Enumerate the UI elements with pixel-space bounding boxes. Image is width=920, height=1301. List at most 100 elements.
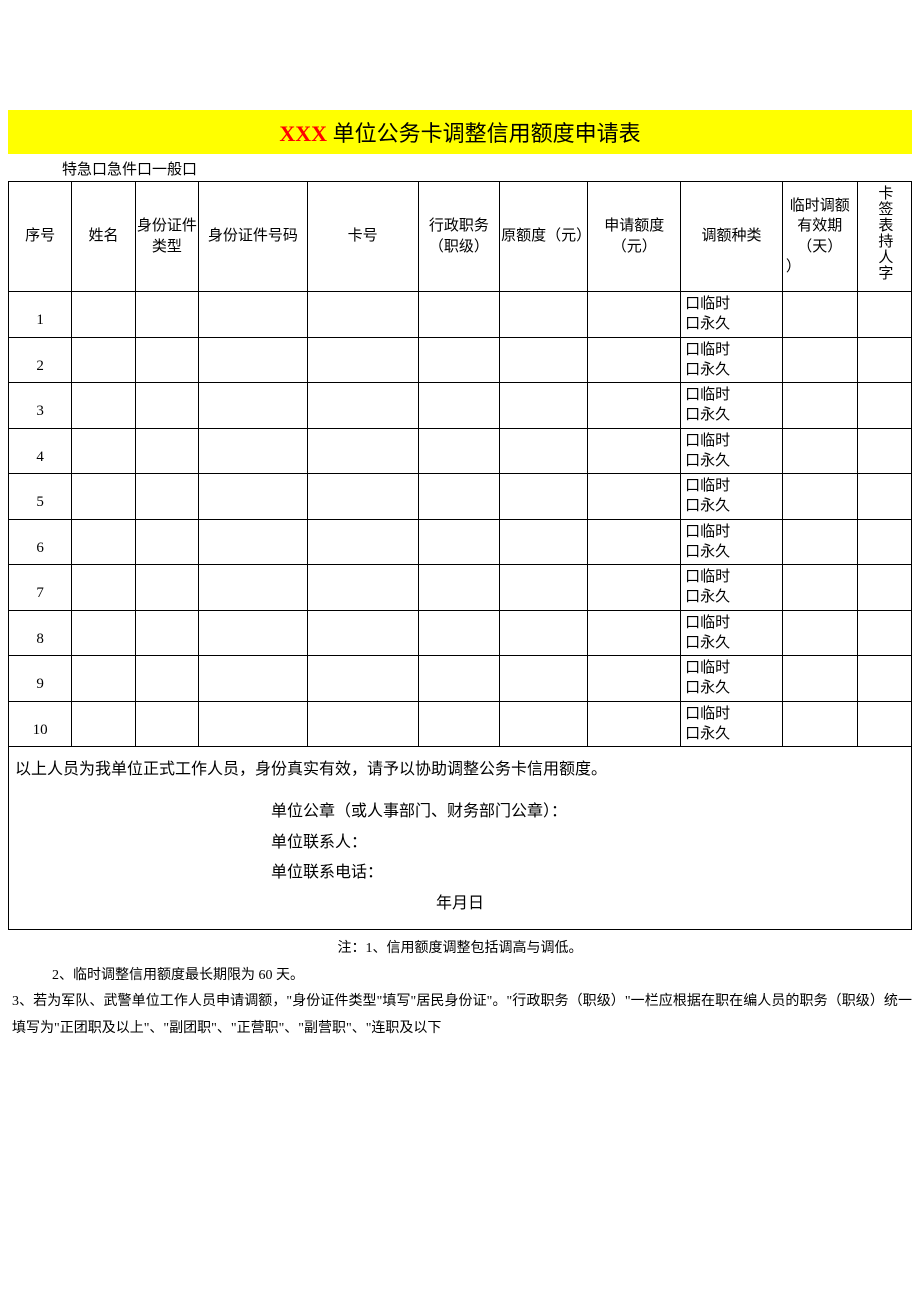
cell-empty[interactable] bbox=[418, 337, 499, 383]
cell-empty[interactable] bbox=[72, 701, 135, 747]
cell-empty[interactable] bbox=[418, 519, 499, 565]
cell-empty[interactable] bbox=[588, 656, 681, 702]
cell-signature[interactable] bbox=[857, 383, 911, 429]
cell-empty[interactable] bbox=[199, 701, 308, 747]
cell-empty[interactable] bbox=[418, 565, 499, 611]
cell-signature[interactable] bbox=[857, 337, 911, 383]
cell-empty[interactable] bbox=[135, 565, 198, 611]
cell-empty[interactable] bbox=[199, 656, 308, 702]
cell-empty[interactable] bbox=[588, 565, 681, 611]
cell-temp-days[interactable] bbox=[782, 337, 857, 383]
cell-empty[interactable] bbox=[500, 474, 588, 520]
cell-empty[interactable] bbox=[418, 701, 499, 747]
cell-empty[interactable] bbox=[588, 292, 681, 338]
cell-empty[interactable] bbox=[588, 701, 681, 747]
cell-empty[interactable] bbox=[307, 428, 418, 474]
cell-empty[interactable] bbox=[135, 292, 198, 338]
cell-adjust-type[interactable]: 口临时口永久 bbox=[681, 383, 783, 429]
cell-temp-days[interactable] bbox=[782, 428, 857, 474]
cell-empty[interactable] bbox=[588, 474, 681, 520]
cell-empty[interactable] bbox=[199, 519, 308, 565]
cell-empty[interactable] bbox=[500, 292, 588, 338]
cell-temp-days[interactable] bbox=[782, 383, 857, 429]
cell-empty[interactable] bbox=[500, 610, 588, 656]
cell-empty[interactable] bbox=[588, 383, 681, 429]
cell-empty[interactable] bbox=[500, 428, 588, 474]
cell-empty[interactable] bbox=[500, 656, 588, 702]
cell-signature[interactable] bbox=[857, 701, 911, 747]
cell-empty[interactable] bbox=[307, 292, 418, 338]
cell-empty[interactable] bbox=[307, 565, 418, 611]
cell-empty[interactable] bbox=[199, 474, 308, 520]
cell-temp-days[interactable] bbox=[782, 656, 857, 702]
cell-adjust-type[interactable]: 口临时口永久 bbox=[681, 337, 783, 383]
cell-adjust-type[interactable]: 口临时口永久 bbox=[681, 610, 783, 656]
cell-empty[interactable] bbox=[307, 656, 418, 702]
cell-empty[interactable] bbox=[307, 519, 418, 565]
cell-adjust-type[interactable]: 口临时口永久 bbox=[681, 428, 783, 474]
cell-empty[interactable] bbox=[135, 610, 198, 656]
cell-empty[interactable] bbox=[135, 383, 198, 429]
cell-temp-days[interactable] bbox=[782, 519, 857, 565]
cell-empty[interactable] bbox=[72, 474, 135, 520]
cell-adjust-type[interactable]: 口临时口永久 bbox=[681, 656, 783, 702]
cell-signature[interactable] bbox=[857, 656, 911, 702]
cell-empty[interactable] bbox=[72, 565, 135, 611]
cell-empty[interactable] bbox=[199, 565, 308, 611]
cell-empty[interactable] bbox=[135, 428, 198, 474]
cell-adjust-type[interactable]: 口临时口永久 bbox=[681, 474, 783, 520]
cell-signature[interactable] bbox=[857, 474, 911, 520]
cell-temp-days[interactable] bbox=[782, 292, 857, 338]
cell-empty[interactable] bbox=[72, 292, 135, 338]
cell-empty[interactable] bbox=[307, 337, 418, 383]
cell-empty[interactable] bbox=[418, 292, 499, 338]
cell-adjust-type[interactable]: 口临时口永久 bbox=[681, 519, 783, 565]
cell-adjust-type[interactable]: 口临时口永久 bbox=[681, 565, 783, 611]
cell-empty[interactable] bbox=[135, 474, 198, 520]
cell-empty[interactable] bbox=[588, 519, 681, 565]
cell-empty[interactable] bbox=[72, 610, 135, 656]
cell-empty[interactable] bbox=[418, 383, 499, 429]
cell-empty[interactable] bbox=[199, 292, 308, 338]
cell-signature[interactable] bbox=[857, 610, 911, 656]
cell-empty[interactable] bbox=[199, 337, 308, 383]
cell-empty[interactable] bbox=[307, 383, 418, 429]
cell-signature[interactable] bbox=[857, 292, 911, 338]
cell-empty[interactable] bbox=[72, 656, 135, 702]
cell-empty[interactable] bbox=[72, 519, 135, 565]
cell-empty[interactable] bbox=[418, 428, 499, 474]
cell-empty[interactable] bbox=[72, 337, 135, 383]
cell-temp-days[interactable] bbox=[782, 701, 857, 747]
cell-temp-days[interactable] bbox=[782, 565, 857, 611]
cell-empty[interactable] bbox=[588, 337, 681, 383]
cell-empty[interactable] bbox=[199, 428, 308, 474]
cell-empty[interactable] bbox=[135, 656, 198, 702]
cell-empty[interactable] bbox=[588, 610, 681, 656]
cell-empty[interactable] bbox=[135, 337, 198, 383]
cell-empty[interactable] bbox=[500, 565, 588, 611]
cell-empty[interactable] bbox=[500, 383, 588, 429]
cell-signature[interactable] bbox=[857, 565, 911, 611]
cell-signature[interactable] bbox=[857, 428, 911, 474]
cell-empty[interactable] bbox=[199, 383, 308, 429]
cell-empty[interactable] bbox=[418, 656, 499, 702]
cell-empty[interactable] bbox=[500, 519, 588, 565]
cell-empty[interactable] bbox=[307, 610, 418, 656]
cell-empty[interactable] bbox=[500, 337, 588, 383]
cell-signature[interactable] bbox=[857, 519, 911, 565]
cell-adjust-type[interactable]: 口临时口永久 bbox=[681, 292, 783, 338]
cell-empty[interactable] bbox=[135, 701, 198, 747]
cell-empty[interactable] bbox=[588, 428, 681, 474]
cell-empty[interactable] bbox=[72, 383, 135, 429]
cell-empty[interactable] bbox=[199, 610, 308, 656]
cell-adjust-type[interactable]: 口临时口永久 bbox=[681, 701, 783, 747]
cell-temp-days[interactable] bbox=[782, 474, 857, 520]
cell-temp-days[interactable] bbox=[782, 610, 857, 656]
cell-empty[interactable] bbox=[307, 701, 418, 747]
cell-empty[interactable] bbox=[500, 701, 588, 747]
cell-empty[interactable] bbox=[307, 474, 418, 520]
cell-empty[interactable] bbox=[135, 519, 198, 565]
cell-empty[interactable] bbox=[72, 428, 135, 474]
cell-empty[interactable] bbox=[418, 474, 499, 520]
cell-empty[interactable] bbox=[418, 610, 499, 656]
